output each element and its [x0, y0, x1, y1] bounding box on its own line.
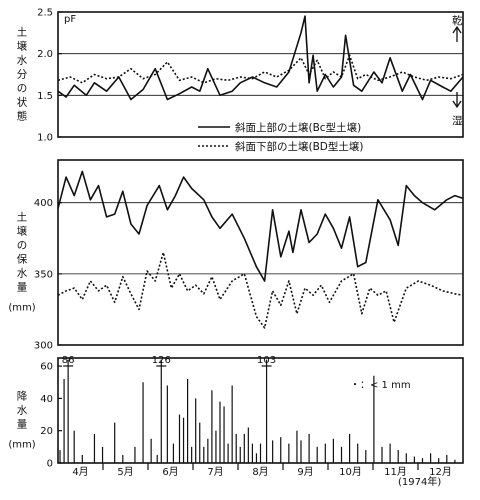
month-label-8: 12月 — [429, 466, 452, 478]
dry-arrow-icon — [452, 25, 462, 42]
month-label-3: 7月 — [207, 466, 223, 478]
panel-precipitation: ・：< 1 mm (1974年) 60 40 20 0 86 126 103 4月 5月 6月 7月… — [40, 355, 464, 488]
panel3-ylabel-char-2: 量 — [17, 419, 28, 431]
panel2-series-solid — [57, 170, 464, 282]
panel2-ylabel-char-4: 水 — [17, 268, 28, 280]
panel2-series-dotted — [57, 251, 464, 329]
dry-label: 乾 — [452, 14, 463, 27]
panel1-series-dotted — [57, 54, 464, 84]
panel2-ylabel-char-3: 保 — [17, 253, 28, 266]
month-label-2: 6月 — [162, 466, 178, 478]
panel2-ytick-label-0: 400 — [34, 198, 53, 209]
peak-label-1: 126 — [152, 355, 171, 366]
panel1-ytick-label-3: 1.0 — [37, 133, 53, 144]
panel2-ytick-label-1: 350 — [34, 269, 53, 280]
legend-solid-label: 斜面上部の土壌(Bc型土壌) — [235, 121, 361, 134]
panel-soil-moisture-state: pF 乾 湿 2.5 2.0 1.5 1.0 — [37, 8, 464, 144]
panel1-ylabel-char-4: の — [17, 83, 28, 95]
panel3-ytick-label-2: 20 — [40, 426, 53, 437]
panel1-ytick-label-1: 2.0 — [37, 49, 53, 60]
panel1-ytick-label-2: 1.5 — [37, 91, 53, 102]
panel3-ytick-label-3: 0 — [47, 459, 53, 470]
panel3-unit-label: (mm) — [8, 440, 35, 451]
panel1-ytick-label-0: 2.5 — [37, 8, 53, 19]
panel2-ylabel-char-0: 土 — [17, 211, 28, 224]
panel3-ylabel-char-1: 水 — [17, 405, 28, 417]
panel2-ylabel-char-5: 量 — [17, 282, 28, 294]
panel1-unit-label: pF — [64, 14, 76, 25]
panel3-ylabel-char-0: 降 — [17, 390, 28, 403]
legend: 斜面上部の土壌(Bc型土壌) 斜面下部の土壌(BD型土壌) — [198, 121, 363, 153]
panel1-ylabel-char-6: 態 — [17, 110, 28, 123]
month-label-1: 5月 — [117, 466, 133, 478]
panel1-ylabel-char-2: 水 — [17, 55, 28, 67]
legend-dotted-label: 斜面下部の土壌(BD型土壌) — [235, 140, 363, 153]
panel2-unit-label: (mm) — [8, 303, 35, 314]
panel1-ylabel-char-0: 土 — [17, 26, 28, 39]
panel2-ylabel-char-1: 壌 — [17, 226, 28, 238]
peak-label-2: 103 — [257, 355, 276, 366]
year-label: (1974年) — [398, 475, 441, 488]
panel1-series-solid — [57, 15, 464, 101]
panel3-ytick-label-1: 40 — [40, 394, 53, 405]
panel3-ytick-label-0: 60 — [40, 362, 53, 373]
panel2-frame — [57, 159, 464, 346]
wet-arrow-icon — [452, 92, 462, 109]
panel2-ytick-label-2: 300 — [34, 341, 53, 352]
panel1-ylabel-char-5: 状 — [17, 96, 28, 109]
panel1-ylabel-char-1: 壌 — [17, 41, 28, 53]
peak-label-0: 86 — [62, 355, 75, 366]
panel2-ylabel-char-2: の — [17, 240, 28, 252]
trace-note: ・：< 1 mm — [350, 380, 411, 391]
month-label-5: 9月 — [297, 466, 313, 478]
panel1-ylabel-char-3: 分 — [17, 69, 28, 81]
month-label-4: 8月 — [252, 466, 268, 478]
wet-label: 湿 — [452, 115, 463, 127]
month-label-6: 10月 — [339, 466, 362, 478]
panel-water-holding: 400 350 300 — [34, 159, 464, 352]
month-label-7: 11月 — [384, 466, 407, 478]
month-label-0: 4月 — [72, 466, 88, 478]
